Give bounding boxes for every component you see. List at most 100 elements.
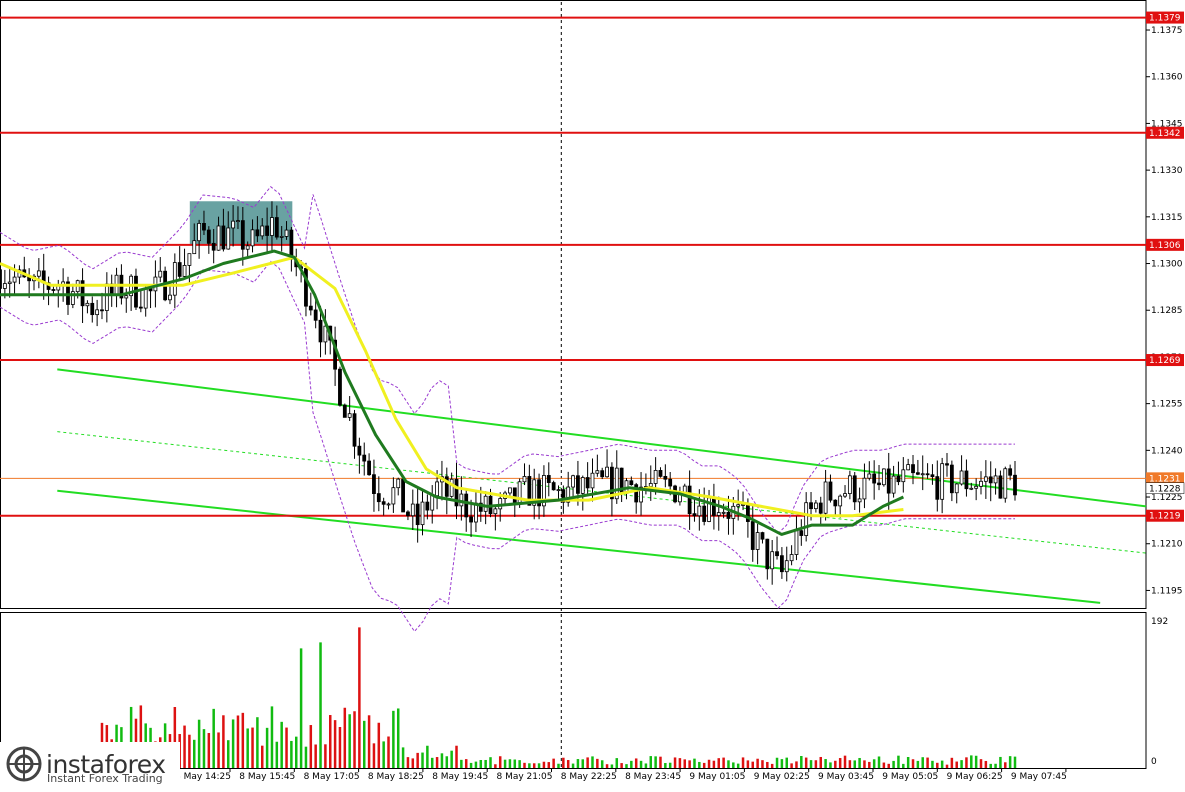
candle-body bbox=[789, 554, 794, 562]
current-price-label-box bbox=[1146, 472, 1184, 485]
candle-body bbox=[716, 512, 721, 516]
candle-body bbox=[36, 270, 41, 277]
candle-body bbox=[600, 470, 605, 478]
candle-body bbox=[172, 262, 177, 296]
candle-body bbox=[168, 294, 172, 301]
candle-body bbox=[415, 503, 420, 526]
price-tick-label: 1.1345 bbox=[1151, 119, 1183, 129]
price-tick-label: 1.1315 bbox=[1151, 213, 1183, 223]
candle-body bbox=[362, 454, 367, 462]
candle-body bbox=[692, 513, 697, 517]
price-tick-label: 1.1225 bbox=[1151, 493, 1183, 503]
candle-body bbox=[891, 475, 896, 494]
candle-body bbox=[556, 489, 561, 492]
candle-body bbox=[828, 481, 833, 501]
candle-body bbox=[974, 485, 979, 489]
candle-body bbox=[881, 468, 886, 486]
candle-body bbox=[648, 483, 653, 487]
instaforex-logo: instaforex Instant Forex Trading bbox=[0, 742, 180, 788]
candle-body bbox=[930, 474, 935, 478]
price-tick-label: 1.1210 bbox=[1151, 540, 1183, 550]
candle-body bbox=[940, 463, 945, 500]
candle-body bbox=[857, 498, 862, 503]
bollinger-upper-band bbox=[0, 185, 1015, 535]
candle-body bbox=[260, 225, 265, 237]
candle-body bbox=[517, 481, 522, 505]
candle-body bbox=[0, 269, 2, 289]
candle-body bbox=[1003, 468, 1008, 499]
time-label: 9 May 02:25 bbox=[754, 772, 810, 782]
candle-body bbox=[308, 305, 313, 311]
candle-body bbox=[347, 413, 352, 418]
candle-body bbox=[493, 508, 498, 515]
time-label: 8 May 19:45 bbox=[432, 772, 488, 782]
candle-body bbox=[245, 245, 250, 250]
candle-body bbox=[1013, 474, 1017, 496]
candle-body bbox=[406, 511, 410, 517]
candle-body bbox=[833, 499, 838, 507]
candle-body bbox=[236, 220, 240, 223]
candle-body bbox=[595, 470, 600, 474]
time-label: 8 May 17:05 bbox=[304, 772, 360, 782]
candle-body bbox=[508, 487, 512, 494]
candle-body bbox=[610, 466, 614, 500]
candle-body bbox=[532, 479, 537, 506]
time-label: 8 May 21:05 bbox=[497, 772, 553, 782]
candle-body bbox=[566, 486, 571, 503]
candle-body bbox=[542, 475, 546, 507]
candle-body bbox=[813, 502, 818, 510]
candle-body bbox=[969, 487, 974, 490]
candle-body bbox=[66, 281, 70, 305]
candle-body bbox=[478, 502, 483, 512]
candle-body bbox=[537, 479, 541, 507]
candle-body bbox=[177, 262, 182, 277]
price-tick-label: 1.1240 bbox=[1151, 446, 1183, 456]
candle-body bbox=[605, 466, 609, 478]
volume-pane-frame bbox=[0, 612, 1147, 769]
candle-body bbox=[702, 505, 707, 522]
candle-body bbox=[697, 505, 702, 517]
time-label: 9 May 03:45 bbox=[818, 772, 874, 782]
candle-body bbox=[546, 475, 551, 483]
bollinger-lower-band bbox=[0, 260, 1015, 633]
instaforex-logo-icon bbox=[6, 746, 42, 782]
level-label-0-box bbox=[1146, 11, 1184, 24]
candle-body bbox=[847, 475, 852, 495]
price-tick-label: 1.1300 bbox=[1151, 260, 1183, 270]
candle-body bbox=[561, 489, 566, 503]
level-label-1: 1.1342 bbox=[1149, 129, 1181, 139]
candle-body bbox=[197, 223, 202, 242]
candle-body bbox=[964, 470, 969, 490]
candle-body bbox=[372, 474, 376, 494]
level-label-4-box bbox=[1146, 509, 1184, 522]
last-price-box bbox=[1145, 482, 1185, 494]
candle-body bbox=[192, 240, 197, 255]
candle-body bbox=[906, 464, 911, 471]
candle-body bbox=[381, 501, 386, 505]
price-tick-label: 1.1255 bbox=[1151, 400, 1183, 410]
candle-body bbox=[551, 482, 556, 491]
time-label: 9 May 01:05 bbox=[689, 772, 745, 782]
time-label: 9 May 07:45 bbox=[1011, 772, 1067, 782]
candle-body bbox=[270, 217, 274, 236]
channel-lower-line bbox=[57, 489, 1101, 604]
candle-body bbox=[338, 368, 342, 406]
candle-body bbox=[945, 463, 949, 466]
price-tick-label: 1.1360 bbox=[1151, 73, 1183, 83]
candle-body bbox=[444, 476, 449, 497]
price-tick-label: 1.1330 bbox=[1151, 166, 1183, 176]
candle-body bbox=[901, 469, 906, 483]
candle-body bbox=[580, 477, 585, 494]
candle-body bbox=[284, 229, 289, 237]
candle-body bbox=[12, 276, 17, 283]
price-tick-label: 1.1195 bbox=[1151, 586, 1183, 596]
candle-body bbox=[410, 503, 415, 517]
candle-body bbox=[202, 223, 206, 231]
moving-average-fast bbox=[0, 249, 905, 536]
candle-body bbox=[95, 309, 100, 316]
candle-body bbox=[522, 476, 527, 483]
candle-body bbox=[838, 495, 843, 507]
candle-body bbox=[100, 309, 104, 312]
candle-body bbox=[51, 289, 56, 291]
